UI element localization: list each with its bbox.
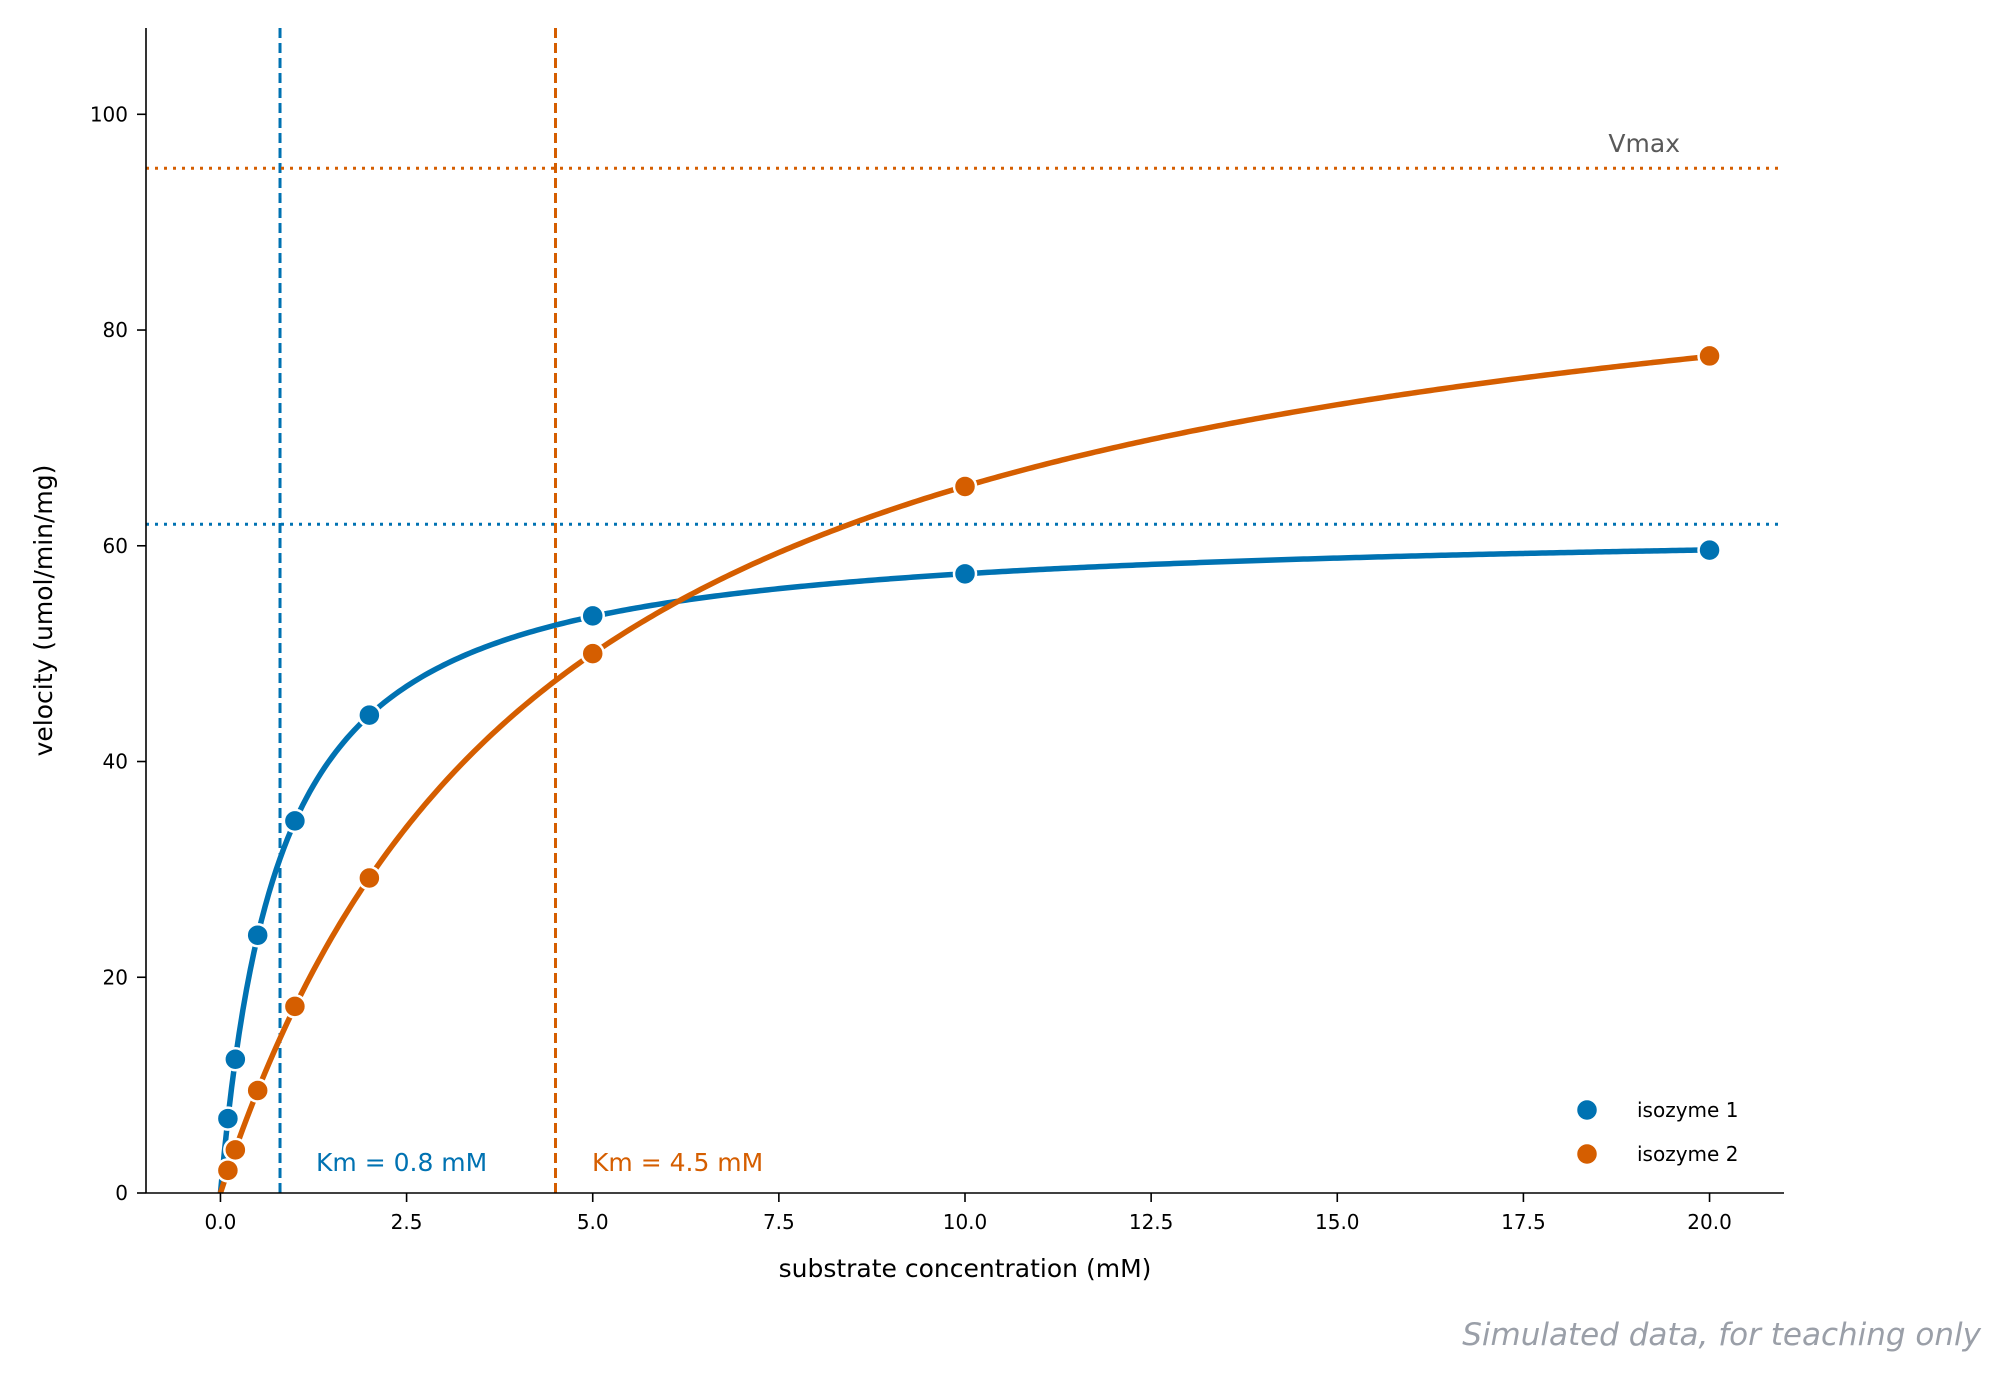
data-point-s2-8 [1697,343,1722,369]
data-point-s1-3 [245,922,270,948]
x-tick-label-0: 0.0 [205,1210,237,1234]
x-tick-label-8: 20.0 [1687,1210,1732,1234]
data-point-s2-5 [357,865,382,891]
legend-marker-1 [1574,1097,1600,1123]
data-point-s1-6 [580,603,605,629]
data-point-s1-2 [223,1046,248,1072]
reference-lines [146,28,1784,1193]
data-point-s1-8 [1697,537,1722,563]
data-point-s2-3 [245,1078,270,1103]
km-label-2: Km = 4.5 mM [592,1148,763,1177]
y-tick-label-2: 40 [103,750,128,774]
data-points [215,343,1722,1183]
y-axis-title: velocity (umol/min/mg) [29,465,58,757]
data-point-s1-7 [952,561,978,587]
vmax-label: Vmax [1608,129,1680,158]
annotations: Km = 0.8 mM Km = 4.5 mM Vmax [316,129,1680,1177]
footnote: Simulated data, for teaching only [1462,1317,1981,1353]
y-tick-label-3: 60 [103,534,128,558]
legend-label-2: isozyme 2 [1637,1142,1738,1166]
data-point-s2-1 [215,1158,241,1183]
km-label-1: Km = 0.8 mM [316,1148,487,1177]
y-tick-label-5: 100 [90,102,128,126]
y-tick-label-0: 0 [115,1181,128,1205]
x-tick-label-3: 7.5 [763,1210,795,1234]
data-point-s2-4 [282,994,308,1019]
data-point-s1-4 [282,808,308,834]
x-tick-label-1: 2.5 [391,1210,423,1234]
axes: 0.0 2.5 5.0 7.5 10.0 12.5 15.0 17.5 20.0 0 20 40 60 8… [29,28,1784,1283]
x-tick-label-4: 10.0 [943,1210,988,1234]
data-point-s2-7 [952,474,978,499]
fit-curve-1 [217,547,1710,1194]
x-tick-label-5: 12.5 [1129,1210,1174,1234]
legend-marker-2 [1574,1141,1600,1167]
x-tick-label-7: 17.5 [1501,1210,1546,1234]
legend-label-1: isozyme 1 [1637,1098,1738,1122]
data-point-s2-6 [580,641,605,666]
y-tick-label-4: 80 [103,318,128,342]
x-tick-label-6: 15.0 [1315,1210,1360,1234]
x-tick-label-2: 5.0 [577,1210,609,1234]
data-point-s1-5 [357,702,382,728]
data-point-s2-2 [223,1137,248,1163]
y-tick-label-1: 20 [103,965,128,989]
x-axis-title: substrate concentration (mM) [779,1254,1152,1283]
data-point-s1-1 [215,1106,241,1131]
legend: isozyme 1 isozyme 2 [1574,1097,1738,1167]
